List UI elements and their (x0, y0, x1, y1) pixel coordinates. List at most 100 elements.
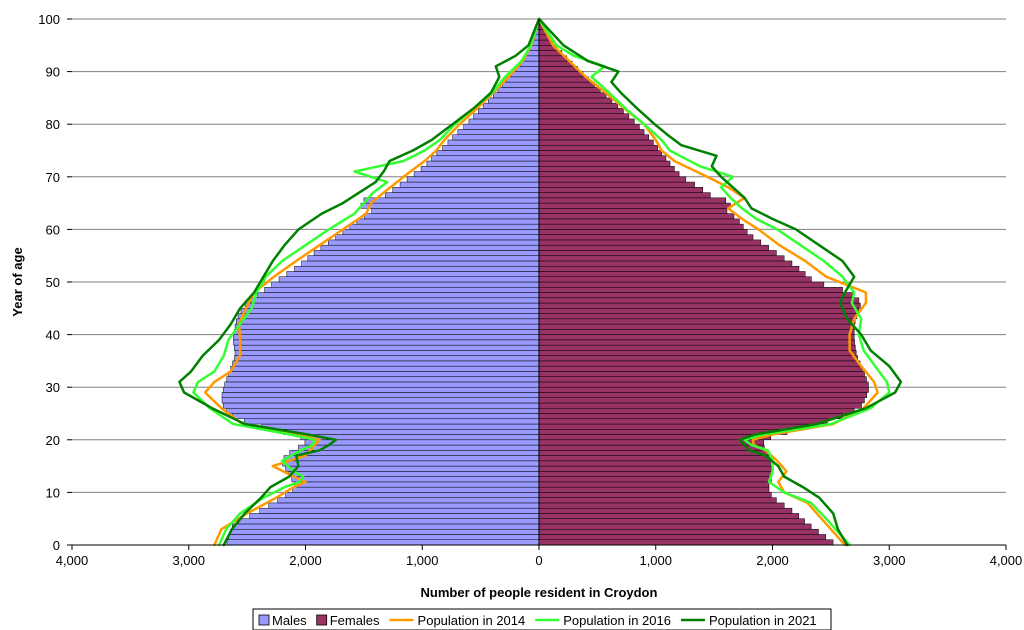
male-bar-age-31 (226, 376, 540, 383)
female-bar-age-66 (538, 192, 711, 199)
female-bar-age-64 (538, 202, 731, 209)
male-bar-age-38 (233, 339, 540, 346)
female-bar-age-16 (538, 455, 770, 462)
female-bar-age-87 (538, 81, 595, 88)
male-bar-age-60 (349, 223, 540, 230)
male-bar-age-36 (234, 350, 540, 356)
female-bar-age-86 (538, 87, 601, 93)
y-tick-label: 20 (46, 433, 60, 448)
female-bar-age-46 (538, 297, 860, 304)
female-bar-age-90 (538, 66, 578, 72)
female-bar-age-69 (538, 176, 687, 183)
male-bar-age-22 (261, 423, 540, 430)
male-bar-age-43 (237, 313, 540, 320)
male-bar-age-79 (463, 123, 540, 130)
y-tick-label: 0 (53, 538, 60, 553)
male-bar-age-52 (294, 265, 540, 272)
female-bar-age-52 (538, 265, 800, 272)
female-bar-age-18 (538, 444, 765, 451)
male-bar-age-57 (328, 239, 540, 246)
female-bar-age-47 (538, 292, 855, 299)
male-bar-age-75 (442, 144, 540, 151)
male-bar-age-83 (482, 102, 540, 109)
male-bar-age-7 (268, 502, 540, 509)
male-bar-age-56 (320, 244, 540, 251)
male-bar-age-23 (243, 418, 540, 425)
male-bar-age-33 (230, 365, 540, 372)
male-bar-age-90 (515, 66, 540, 72)
female-bar-age-29 (538, 386, 869, 393)
legend-label-3: Population in 2016 (563, 613, 671, 628)
x-tick-label: 4,000 (56, 553, 89, 568)
male-bar-age-30 (224, 381, 540, 388)
male-bar-age-61 (356, 218, 540, 225)
male-bar-age-89 (510, 71, 540, 78)
female-bar-age-23 (538, 418, 828, 425)
male-bar-age-6 (259, 507, 540, 514)
female-bar-age-33 (538, 365, 863, 372)
female-bar-age-34 (538, 360, 861, 367)
y-axis-ticks: 0 10 20 30 40 50 60 70 80 90 100 (38, 12, 72, 553)
male-bar-age-12 (291, 476, 540, 483)
female-bar-age-48 (538, 287, 843, 293)
female-bar-age-36 (538, 350, 857, 356)
y-tick-label: 50 (46, 275, 60, 290)
male-bar-age-55 (313, 250, 540, 256)
female-bar-age-57 (538, 239, 762, 246)
y-tick-label: 10 (46, 485, 60, 500)
female-bar-age-7 (538, 502, 785, 509)
female-bar-age-3 (538, 523, 812, 530)
female-bar-age-14 (538, 465, 772, 472)
female-bar-age-42 (538, 318, 856, 325)
female-bar-age-53 (538, 260, 793, 267)
line-male-0 (203, 17, 541, 547)
male-bar-age-46 (250, 297, 540, 304)
x-tick-label: 2,000 (289, 553, 322, 568)
female-bar-age-63 (538, 208, 728, 214)
female-bar-age-71 (538, 166, 675, 172)
male-bar-age-88 (506, 76, 540, 83)
female-bar-age-77 (538, 134, 649, 141)
male-bar-age-54 (307, 255, 540, 262)
legend-label-4: Population in 2021 (709, 613, 817, 628)
male-bar-age-34 (232, 360, 540, 367)
male-bar-age-69 (406, 176, 540, 183)
male-bar-age-59 (342, 229, 540, 235)
y-axis-title: Year of age (10, 247, 25, 316)
female-bar-age-72 (538, 160, 671, 167)
male-bar-age-5 (249, 513, 540, 519)
male-bar-age-64 (360, 202, 540, 209)
x-tick-label: 4,000 (990, 553, 1023, 568)
female-bar-age-79 (538, 123, 640, 130)
female-bar-age-11 (538, 481, 770, 488)
age-bars (221, 18, 869, 546)
female-bar-age-20 (538, 434, 771, 441)
male-bar-age-10 (292, 486, 540, 493)
female-bar-age-45 (538, 302, 861, 309)
male-bar-age-21 (283, 429, 540, 435)
female-bar-age-75 (538, 144, 659, 151)
line-female-2 (537, 17, 903, 547)
female-bar-age-67 (538, 187, 703, 193)
male-bar-age-45 (244, 302, 540, 309)
male-bar-age-51 (286, 271, 540, 277)
female-bar-age-40 (538, 329, 855, 335)
male-bar-age-16 (283, 455, 540, 462)
female-bar-age-9 (538, 492, 772, 498)
female-bar-age-32 (538, 371, 865, 377)
male-bar-age-25 (226, 407, 540, 414)
x-tick-label: 1,000 (406, 553, 439, 568)
female-bar-age-59 (538, 229, 748, 235)
female-bar-age-12 (538, 476, 772, 483)
female-bar-age-61 (538, 218, 740, 225)
female-bar-age-35 (538, 355, 858, 362)
male-bar-age-85 (493, 92, 540, 99)
male-bar-age-65 (363, 197, 540, 204)
x-axis-title: Number of people resident in Croydon (421, 585, 658, 600)
female-bar-age-28 (538, 392, 868, 398)
female-bar-age-17 (538, 450, 769, 456)
legend: Males Females Population in 2014 Population… (252, 608, 832, 630)
female-bar-age-26 (538, 402, 862, 409)
male-bar-age-87 (501, 81, 540, 88)
